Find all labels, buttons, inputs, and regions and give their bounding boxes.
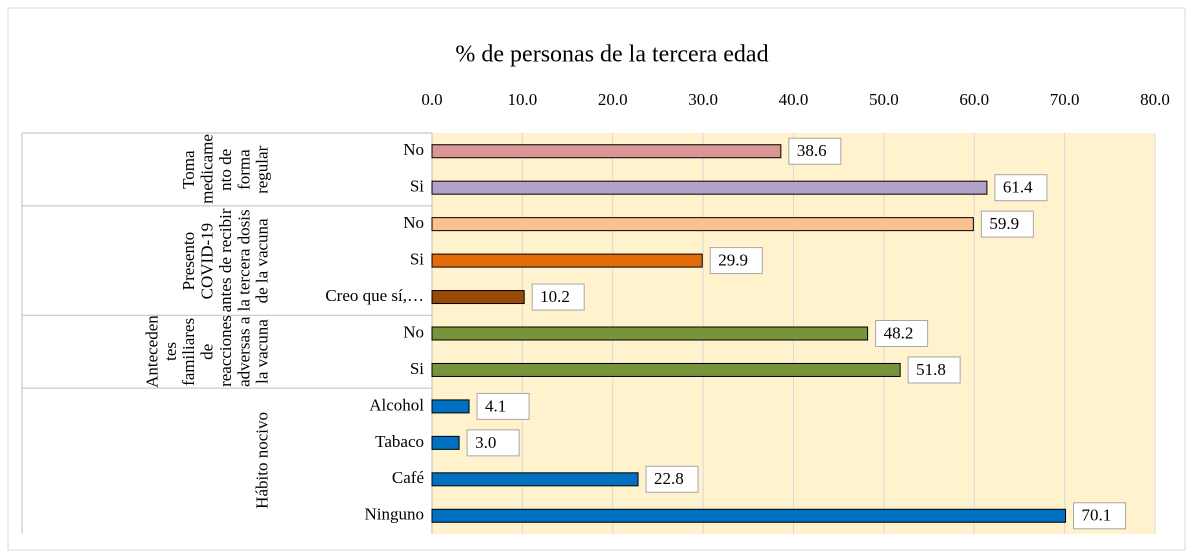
x-tick-label: 80.0 <box>1140 90 1170 109</box>
data-label-box <box>466 429 520 457</box>
y-tick-label: No <box>403 322 424 341</box>
data-label-box <box>875 320 929 347</box>
data-label: 70.1 <box>1082 506 1112 525</box>
x-tick-label: 20.0 <box>598 90 628 109</box>
group-label-text: Toma medicamento de forma regular <box>179 134 272 205</box>
data-label: 10.2 <box>540 287 570 306</box>
bar <box>431 180 988 195</box>
bar <box>431 217 974 232</box>
bar <box>431 362 901 377</box>
data-label: 38.6 <box>797 141 827 160</box>
group-label: Antecedentes familiares de reacciones ad… <box>22 315 272 388</box>
y-tick-label: No <box>403 140 424 159</box>
chart-title: % de personas de la tercera edad <box>455 42 768 68</box>
data-label: 61.4 <box>1003 178 1033 197</box>
group-label: Presento COVID-19 antes de recibir la te… <box>22 206 272 315</box>
data-label-box <box>476 392 530 420</box>
x-tick-label: 60.0 <box>959 90 989 109</box>
data-label-box <box>907 356 961 384</box>
data-label: 3.0 <box>475 433 496 452</box>
y-tick-label: Ninguno <box>365 505 425 524</box>
group-label-text: Antecedentes familiares de reacciones ad… <box>142 315 272 389</box>
bar <box>431 472 639 487</box>
data-label-box <box>645 465 699 493</box>
y-tick-label: Alcohol <box>369 395 424 414</box>
y-tick-label: Café <box>392 468 424 487</box>
data-label-box <box>980 210 1034 238</box>
bar <box>431 435 460 450</box>
bar <box>431 508 1067 523</box>
bar <box>431 144 782 159</box>
group-label: Toma medicamento de forma regular <box>22 133 272 206</box>
y-tick-label: No <box>403 213 424 232</box>
x-tick-label: 40.0 <box>779 90 809 109</box>
x-tick-label: 10.0 <box>508 90 538 109</box>
bar <box>431 326 869 341</box>
data-label: 59.9 <box>989 214 1019 233</box>
data-label: 29.9 <box>718 250 748 269</box>
bar <box>431 253 703 268</box>
y-tick-label: Si <box>410 249 424 268</box>
group-label-text: Hábito nocivo <box>252 412 272 510</box>
data-label: 48.2 <box>884 323 914 342</box>
y-tick-label: Creo que sí,… <box>325 286 424 305</box>
data-label: 4.1 <box>485 396 506 415</box>
data-label-box <box>994 174 1048 202</box>
data-label-box <box>531 283 585 311</box>
bar <box>431 399 470 414</box>
data-label-box <box>709 247 763 275</box>
y-tick-label: Si <box>410 359 424 378</box>
y-tick-label: Tabaco <box>375 432 424 451</box>
data-label-box <box>1073 502 1127 530</box>
x-tick-label: 70.0 <box>1050 90 1080 109</box>
group-label-text: Presento COVID-19 antes de recibir la te… <box>179 208 272 313</box>
y-tick-label: Si <box>410 177 424 196</box>
bar <box>431 290 525 305</box>
data-label: 51.8 <box>916 360 946 379</box>
x-tick-label: 30.0 <box>688 90 718 109</box>
x-tick-label: 0.0 <box>421 90 442 109</box>
data-label: 22.8 <box>654 469 684 488</box>
group-label: Hábito nocivo <box>22 388 272 534</box>
x-tick-label: 50.0 <box>869 90 899 109</box>
data-label-box <box>788 137 842 165</box>
